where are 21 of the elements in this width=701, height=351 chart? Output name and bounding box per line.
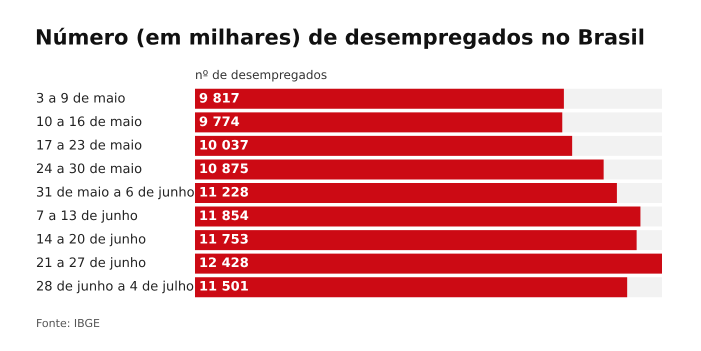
data-label: 9 817 [199, 91, 240, 106]
data-label: 11 501 [199, 280, 249, 295]
chart-title: Número (em milhares) de desempregados no Brasil [35, 26, 645, 50]
y-tick-label: 14 a 20 de junho [36, 232, 146, 248]
data-label: 11 854 [199, 209, 249, 224]
y-tick-label: 3 a 9 de maio [36, 91, 126, 106]
y-tick-label: 24 a 30 de maio [36, 162, 142, 177]
data-label: 9 774 [199, 114, 240, 130]
data-label: 11 228 [199, 186, 249, 200]
chart-subtitle: nº de desempregados [195, 68, 328, 82]
y-tick-label: 21 a 27 de junho [36, 256, 146, 272]
y-tick-label: 28 de junho a 4 de julho [36, 280, 194, 295]
data-label: 11 753 [199, 232, 249, 248]
data-label: 12 428 [199, 256, 249, 272]
data-label: 10 037 [199, 138, 249, 154]
data-label: 10 875 [199, 162, 249, 177]
y-tick-label: 10 a 16 de maio [36, 114, 142, 130]
y-tick-label: 7 a 13 de junho [36, 209, 138, 224]
y-tick-label: 17 a 23 de maio [36, 138, 142, 154]
y-tick-label: 31 de maio a 6 de junho [36, 186, 195, 200]
source-note: Fonte: IBGE [36, 317, 100, 330]
